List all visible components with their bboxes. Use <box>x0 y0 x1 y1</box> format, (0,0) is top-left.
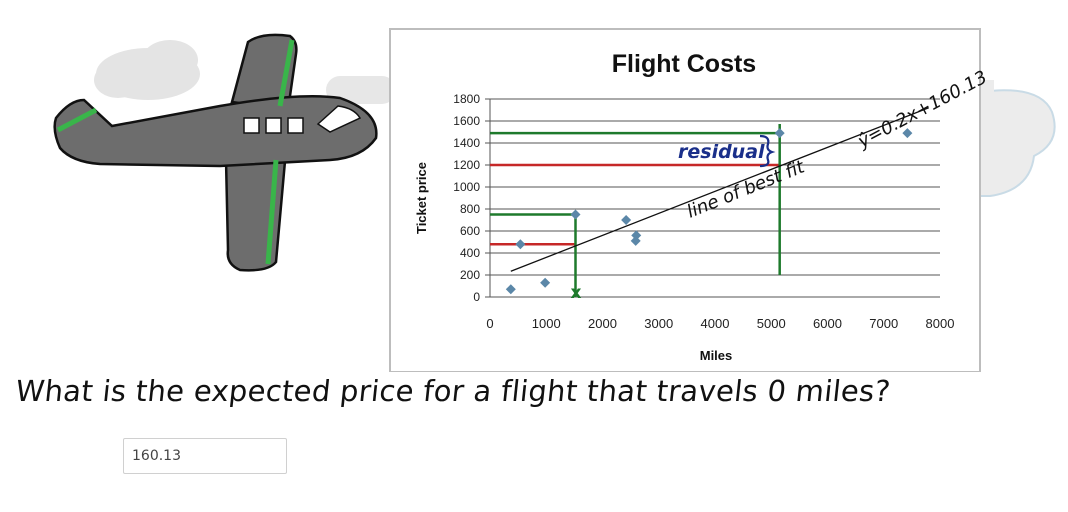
airplane-illustration <box>53 33 378 272</box>
x-tick-label: 4000 <box>701 316 730 331</box>
x-tick-label: 0 <box>486 316 493 331</box>
window-3 <box>287 117 304 134</box>
window-2 <box>265 117 282 134</box>
y-tick-label: 1000 <box>453 180 480 194</box>
y-tick-label: 600 <box>460 224 480 238</box>
y-tick-label: 1200 <box>453 158 480 172</box>
x-tick-label: 7000 <box>869 316 898 331</box>
y-tick-label: 200 <box>460 268 480 282</box>
x-tick-label: 2000 <box>588 316 617 331</box>
chart-frame <box>389 28 981 372</box>
x-marker: x <box>571 283 582 303</box>
y-tick-label: 1800 <box>453 92 480 106</box>
data-point <box>505 284 516 295</box>
flight-costs-illustration: Flight Costs Miles Ticket price 0 200 400 6… <box>53 28 1056 372</box>
y-tick-label: 400 <box>460 246 480 260</box>
y-tick-label: 1400 <box>453 136 480 150</box>
residual-highlights <box>490 124 781 297</box>
line-of-best-fit <box>510 107 929 272</box>
residual-brace <box>759 134 776 168</box>
data-point <box>515 239 526 250</box>
fit-line-layer <box>510 107 929 272</box>
cloud-left <box>94 40 200 100</box>
chart-title: Flight Costs <box>612 50 756 78</box>
data-point <box>630 235 641 246</box>
x-axis-label: Miles <box>700 348 733 363</box>
x-tick-label: 8000 <box>926 316 955 331</box>
cockpit-window <box>316 105 362 133</box>
data-points <box>505 128 913 295</box>
x-tick-label: 6000 <box>813 316 842 331</box>
cloud-right <box>979 80 1056 197</box>
y-tick-label: 800 <box>460 202 480 216</box>
x-tick-label: 5000 <box>757 316 786 331</box>
axis-ticks: 0 200 400 600 800 1000 1200 1400 1600 1800 0 1000 20… <box>453 92 954 331</box>
x-tick-label: 3000 <box>644 316 673 331</box>
data-point <box>774 128 785 139</box>
y-tick-label: 0 <box>473 290 480 304</box>
x-tick-label: 1000 <box>532 316 561 331</box>
residual-annotation: residual <box>678 141 765 163</box>
y-tick-label: 1600 <box>453 114 480 128</box>
answer-input[interactable] <box>123 438 287 474</box>
data-point <box>540 277 551 288</box>
y-axis-label: Ticket price <box>414 162 429 234</box>
data-point <box>621 215 632 225</box>
window-1 <box>243 117 260 134</box>
data-point <box>902 128 913 139</box>
data-point <box>570 209 581 220</box>
question-text: What is the expected price for a flight … <box>14 374 893 408</box>
cloud-middle <box>326 76 396 104</box>
